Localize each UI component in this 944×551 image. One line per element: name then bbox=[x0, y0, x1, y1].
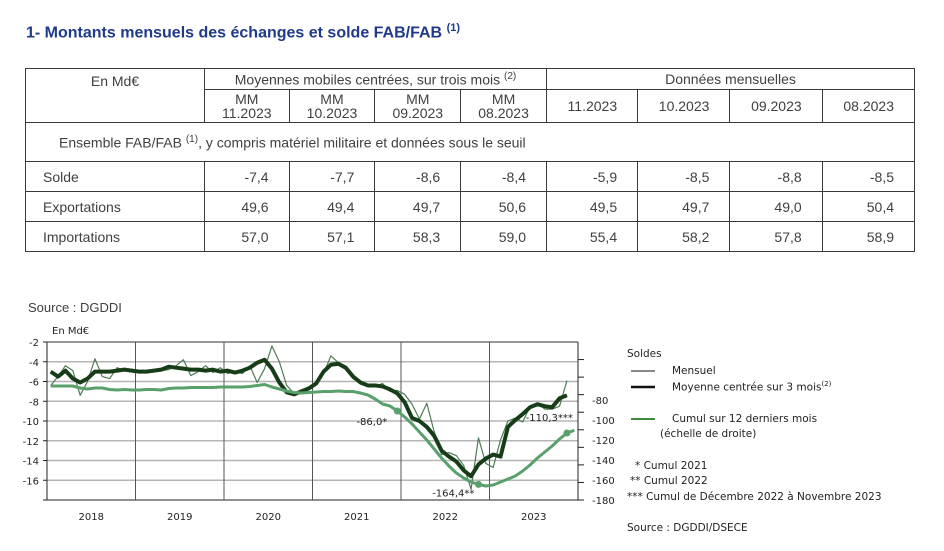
y-left-tick-label: -14 bbox=[23, 457, 39, 468]
source-bottom: Source : DGDDI/DSECE bbox=[627, 522, 748, 534]
y-right-tick-label: -180 bbox=[592, 496, 615, 507]
y-left-tick-label: -8 bbox=[29, 397, 39, 408]
page-title: 1- Montants mensuels des échanges et sol… bbox=[26, 22, 461, 42]
table-row: Importations 57,0 57,1 58,3 59,0 55,4 58,2 57,8… bbox=[25, 221, 916, 252]
table-cell: 59,0 bbox=[460, 221, 547, 252]
annotation-label: -86,0* bbox=[356, 417, 387, 428]
table-cell: -8,5 bbox=[637, 161, 731, 192]
annotation-marker bbox=[393, 407, 401, 415]
footnote-2: ** Cumul 2022 bbox=[630, 475, 708, 487]
x-tick-label: 2019 bbox=[167, 512, 192, 523]
table-cell: -7,7 bbox=[288, 161, 376, 192]
legend-item-cumul: Cumul sur 12 derniers mois bbox=[672, 413, 818, 425]
row-label: Solde bbox=[25, 161, 205, 192]
x-tick-label: 2022 bbox=[433, 512, 458, 523]
y-right-tick-label: -80 bbox=[592, 396, 608, 407]
table-cell: -8,5 bbox=[821, 161, 916, 192]
monthly-col-header: 10.2023 bbox=[637, 89, 731, 123]
series-line-1 bbox=[49, 357, 568, 479]
mm-col-header: MM 09.2023 bbox=[374, 89, 462, 123]
table-cell: 57,0 bbox=[204, 221, 290, 252]
series-line-2 bbox=[50, 383, 575, 488]
table-cell: 49,5 bbox=[545, 191, 639, 222]
y-right-tick-label: -100 bbox=[592, 416, 615, 427]
mm-col-header: MM 10.2023 bbox=[288, 89, 376, 123]
monthly-col-header: 09.2023 bbox=[729, 89, 823, 123]
source-top: Source : DGDDI bbox=[28, 300, 122, 315]
table-cell: -8,8 bbox=[729, 161, 823, 192]
table-cell: 49,0 bbox=[729, 191, 823, 222]
table-cell: 58,9 bbox=[821, 221, 916, 252]
row-label: Importations bbox=[25, 221, 205, 252]
table-cell: 57,1 bbox=[288, 221, 376, 252]
table-cell: 58,3 bbox=[374, 221, 462, 252]
table-row: Solde -7,4 -7,7 -8,6 -8,4 -5,9 -8,5 -8,8 -8,5 bbox=[25, 161, 916, 192]
mm-col-header: MM 11.2023 bbox=[204, 89, 290, 123]
y-right-tick-label: -140 bbox=[592, 456, 615, 467]
table-cell: -7,4 bbox=[204, 161, 290, 192]
table-cell: 57,8 bbox=[729, 221, 823, 252]
table-cell: 55,4 bbox=[545, 221, 639, 252]
footnote-1: * Cumul 2021 bbox=[635, 460, 708, 472]
legend-item-cumul-note: (échelle de droite) bbox=[660, 428, 757, 440]
y-left-tick-label: -10 bbox=[23, 417, 39, 428]
x-tick-label: 2021 bbox=[344, 512, 369, 523]
annotation-marker bbox=[563, 429, 571, 437]
row-label: Exportations bbox=[25, 191, 205, 222]
y-right-tick-label: -120 bbox=[592, 436, 615, 447]
y-left-tick-label: -4 bbox=[29, 358, 39, 369]
y-unit-label: En Md€ bbox=[52, 326, 89, 337]
y-left-tick-label: -16 bbox=[23, 476, 39, 487]
y-left-tick-label: -6 bbox=[29, 378, 39, 389]
x-tick-label: 2020 bbox=[256, 512, 281, 523]
legend-item-moyenne: Moyenne centrée sur 3 mois(2) bbox=[672, 380, 832, 394]
table-cell: 50,6 bbox=[460, 191, 547, 222]
trade-table: En Md€ Moyennes mobiles centrées, sur tr… bbox=[25, 68, 916, 252]
group-monthly-header: Données mensuelles bbox=[546, 68, 915, 90]
x-tick-label: 2023 bbox=[521, 512, 546, 523]
annotation-label: -110,3*** bbox=[526, 413, 573, 424]
table-corner: En Md€ bbox=[25, 68, 205, 123]
y-left-tick-label: -12 bbox=[23, 437, 39, 448]
table-cell: 49,7 bbox=[637, 191, 731, 222]
table-cell: 58,2 bbox=[637, 221, 731, 252]
footnote-3: *** Cumul de Décembre 2022 à Novembre 20… bbox=[627, 491, 882, 503]
legend-title: Soldes bbox=[627, 348, 662, 360]
mm-col-header: MM 08.2023 bbox=[460, 89, 547, 123]
monthly-col-header: 08.2023 bbox=[821, 89, 916, 123]
annotation-marker bbox=[474, 480, 482, 488]
annotation-label: -164,4** bbox=[432, 488, 474, 499]
x-tick-label: 2018 bbox=[79, 512, 104, 523]
y-left-tick-label: -2 bbox=[29, 338, 39, 349]
legend-item-mensuel: Mensuel bbox=[672, 365, 716, 377]
y-right-tick-label: -160 bbox=[592, 476, 615, 487]
